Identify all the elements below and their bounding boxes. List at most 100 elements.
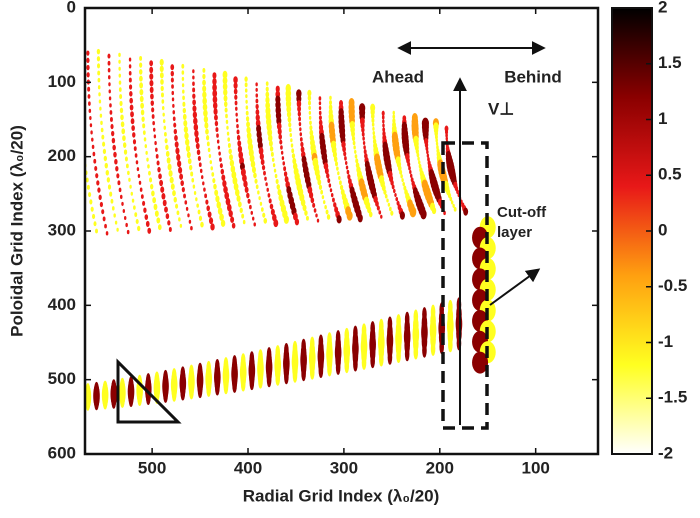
field-blob (214, 114, 218, 121)
y-tick-label: 300 (48, 220, 76, 239)
field-blob (139, 62, 143, 68)
x-tick-label: 500 (138, 458, 166, 477)
field-blob (235, 106, 238, 111)
field-blob (273, 168, 277, 173)
field-blob (213, 108, 218, 115)
field-blob (139, 75, 143, 82)
field-blob (165, 144, 169, 151)
field-blob (255, 109, 260, 116)
field-blob (324, 204, 327, 210)
field-blob (149, 79, 154, 87)
field-blob (180, 385, 186, 401)
field-blob (175, 203, 179, 209)
field-blob (223, 185, 228, 194)
field-blob (86, 184, 90, 190)
field-blob (450, 200, 454, 205)
field-blob (162, 112, 165, 117)
field-blob (380, 214, 383, 219)
field-blob (299, 127, 302, 132)
field-blob (308, 115, 312, 120)
field-blob (120, 393, 125, 408)
field-blob (286, 110, 292, 118)
field-blob (203, 109, 208, 117)
field-blob (179, 223, 183, 228)
field-blob (220, 219, 226, 227)
field-blob (327, 361, 332, 377)
x-axis-label: Radial Grid Index (λ₀/20) (243, 486, 440, 505)
field-blob (283, 171, 288, 177)
field-blob (360, 122, 365, 129)
colorbar-tick-label: 0 (658, 220, 667, 239)
field-blob (296, 100, 302, 108)
field-blob (89, 199, 93, 205)
field-blob (228, 148, 232, 155)
field-blob (145, 220, 150, 227)
field-blob (172, 190, 176, 197)
field-blob (448, 337, 453, 353)
annotation: V⊥ (488, 99, 514, 118)
field-blob (274, 173, 278, 179)
field-blob (269, 146, 274, 152)
field-blob (260, 159, 265, 166)
field-blob (325, 209, 329, 215)
field-blob (308, 110, 312, 115)
field-blob (280, 150, 284, 155)
field-blob (250, 160, 256, 168)
field-blob (241, 213, 245, 219)
field-blob (250, 210, 254, 215)
field-blob (309, 120, 312, 126)
field-blob (158, 173, 162, 180)
field-blob (119, 94, 123, 99)
field-blob (181, 83, 185, 88)
field-blob (122, 142, 127, 148)
field-blob (132, 139, 137, 145)
field-blob (339, 180, 342, 186)
field-blob (357, 213, 363, 223)
field-blob (236, 195, 241, 202)
field-blob (266, 187, 269, 192)
field-blob (237, 145, 243, 153)
field-blob (312, 202, 316, 208)
field-blob (283, 166, 287, 172)
field-blob (130, 118, 135, 125)
field-blob (302, 204, 307, 212)
field-blob (216, 133, 219, 138)
field-blob (224, 101, 228, 108)
field-blob (88, 101, 91, 106)
field-blob (329, 95, 332, 101)
field-blob (192, 69, 195, 74)
field-blob (151, 114, 155, 119)
field-blob (171, 387, 177, 402)
field-blob (222, 180, 227, 188)
field-blob (387, 202, 391, 207)
field-blob (393, 188, 396, 194)
field-blob (245, 110, 249, 116)
field-blob (93, 221, 97, 227)
field-blob (259, 201, 263, 206)
field-blob (120, 114, 124, 121)
field-blob (135, 218, 139, 225)
field-blob (215, 380, 220, 396)
field-blob (422, 343, 427, 358)
field-blob (91, 144, 95, 150)
field-blob (152, 120, 155, 126)
field-blob (152, 197, 157, 204)
field-blob (116, 227, 119, 232)
cutoff-box (441, 141, 489, 430)
y-tick-label: 600 (48, 443, 76, 462)
field-blob (151, 107, 155, 113)
field-blob (222, 82, 228, 91)
field-blob (269, 203, 274, 210)
field-blob (351, 130, 356, 138)
field-blob (307, 89, 312, 97)
field-blob (267, 193, 271, 198)
annotation: layer (497, 224, 532, 241)
field-blob (265, 86, 269, 92)
field-blob (164, 206, 168, 213)
field-blob (189, 384, 194, 400)
field-blob (93, 158, 97, 164)
field-blob (391, 184, 395, 190)
field-blob (76, 385, 82, 404)
field-blob (149, 73, 154, 80)
field-blob (299, 137, 303, 142)
